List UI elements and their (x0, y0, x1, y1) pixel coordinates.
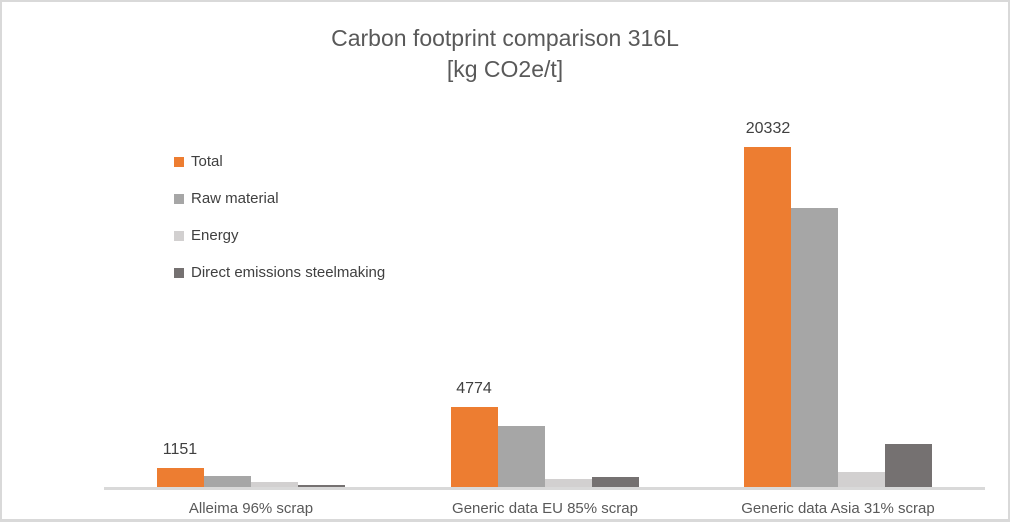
legend-label: Direct emissions steelmaking (191, 264, 386, 281)
chart-title-line2: [kg CO2e/t] (446, 56, 564, 82)
legend-item-direct-emissions-steelmaking: Direct emissions steelmaking (174, 254, 385, 291)
x-axis-line (104, 487, 985, 490)
legend-item-total: Total (174, 143, 385, 180)
bar-energy-alleima-96-scrap (251, 482, 298, 487)
chart-title-line1: Carbon footprint comparison 316L (331, 25, 679, 51)
bar-raw-material-generic-data-eu-85-scrap (498, 426, 545, 487)
bar-energy-generic-data-eu-85-scrap (545, 479, 592, 487)
bar-direct-emissions-steelmaking-generic-data-asia-31-scrap (885, 444, 932, 487)
data-label-total-alleima-96-scrap: 1151 (162, 441, 198, 458)
legend-label: Total (191, 153, 223, 170)
bar-total-alleima-96-scrap (157, 468, 204, 487)
chart-title: Carbon footprint comparison 316L [kg CO2… (2, 23, 1008, 85)
legend-item-raw-material: Raw material (174, 180, 385, 217)
legend-swatch-raw-material (174, 193, 184, 204)
bar-energy-generic-data-asia-31-scrap (838, 472, 885, 487)
legend-swatch-energy (174, 230, 184, 241)
legend-swatch-total (174, 156, 184, 167)
category-label-alleima-96-scrap: Alleima 96% scrap (188, 500, 314, 517)
legend-item-energy: Energy (174, 217, 385, 254)
legend-label: Energy (191, 227, 239, 244)
bar-direct-emissions-steelmaking-alleima-96-scrap (298, 485, 345, 487)
data-label-total-generic-data-eu-85-scrap: 4774 (456, 380, 492, 397)
bar-raw-material-generic-data-asia-31-scrap (791, 208, 838, 487)
bar-direct-emissions-steelmaking-generic-data-eu-85-scrap (592, 477, 639, 487)
legend-swatch-direct-emissions-steelmaking (174, 267, 184, 278)
legend-label: Raw material (191, 190, 279, 207)
legend: Total Raw material Energy Direct emissions … (174, 143, 385, 291)
category-label-generic-data-asia-31-scrap: Generic data Asia 31% scrap (741, 500, 935, 517)
bar-raw-material-alleima-96-scrap (204, 476, 251, 487)
category-label-generic-data-eu-85-scrap: Generic data EU 85% scrap (452, 500, 638, 517)
data-label-total-generic-data-asia-31-scrap: 20332 (745, 120, 791, 137)
bar-total-generic-data-eu-85-scrap (451, 407, 498, 487)
bar-total-generic-data-asia-31-scrap (744, 147, 791, 487)
